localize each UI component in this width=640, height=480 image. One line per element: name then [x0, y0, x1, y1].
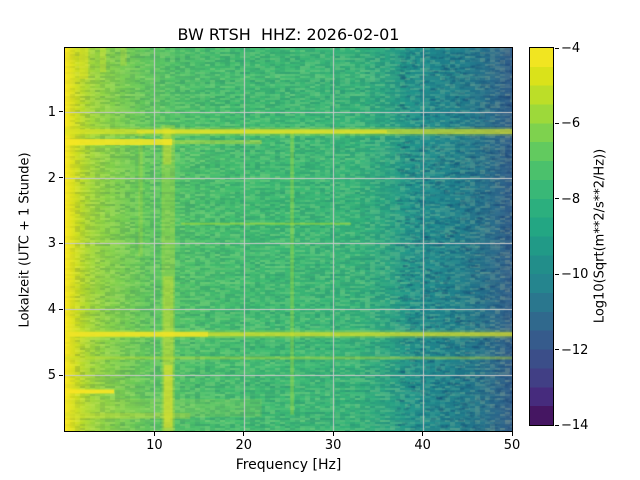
x-tick-mark: [153, 432, 155, 436]
x-tick-mark: [243, 432, 245, 436]
colorbar-tick-mark: [555, 273, 559, 275]
y-tick-label: 5: [47, 368, 56, 384]
x-tick-mark: [422, 432, 424, 436]
x-tick-mark: [332, 432, 334, 436]
colorbar-tick-label: −10: [561, 267, 589, 283]
x-tick-mark: [511, 432, 513, 436]
x-tick-label: 30: [324, 438, 342, 453]
y-tick-mark: [59, 111, 63, 113]
colorbar: [529, 47, 554, 426]
colorbar-tick-label: −12: [561, 342, 589, 358]
y-tick-label: 2: [47, 170, 56, 186]
colorbar-tick-label: −8: [561, 191, 581, 207]
chart-title: BW RTSH HHZ: 2026-02-01: [177, 25, 400, 44]
colorbar-tick-mark: [555, 198, 559, 200]
colorbar-tick-label: −6: [561, 116, 581, 132]
x-tick-label: 10: [146, 438, 163, 453]
y-tick-label: 1: [47, 104, 56, 120]
spectrogram-canvas: [65, 48, 512, 431]
colorbar-tick-mark: [555, 424, 559, 426]
colorbar-tick-mark: [555, 122, 559, 124]
y-tick-mark: [59, 177, 63, 179]
y-tick-mark: [59, 242, 63, 244]
x-tick-label: 50: [503, 438, 521, 453]
x-tick-label: 40: [414, 438, 431, 453]
x-tick-label: 20: [235, 438, 253, 453]
colorbar-tick-mark: [555, 47, 559, 49]
colorbar-tick-label: −14: [561, 418, 589, 433]
x-axis-label: Frequency [Hz]: [235, 457, 342, 473]
colorbar-gradient: [530, 48, 553, 425]
y-tick-label: 3: [47, 236, 56, 252]
y-tick-mark: [59, 374, 63, 376]
y-tick-mark: [59, 308, 63, 310]
colorbar-label: Log10(Sqrt(m**2/s**2/Hz)): [592, 148, 608, 324]
colorbar-tick-mark: [555, 349, 559, 351]
colorbar-tick-label: −4: [561, 41, 581, 56]
plot-area: [64, 47, 513, 432]
y-tick-label: 4: [47, 302, 56, 318]
